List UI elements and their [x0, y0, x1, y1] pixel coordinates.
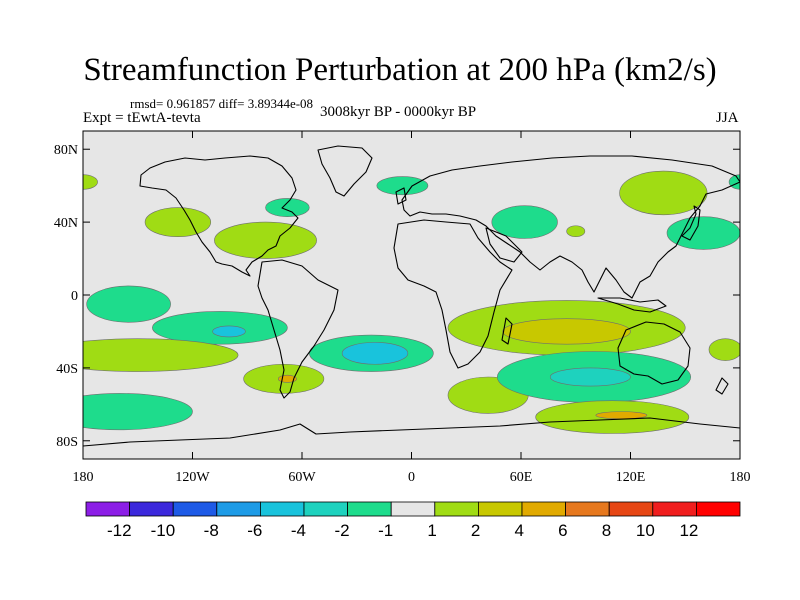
coastline-africa	[393, 219, 513, 369]
colorbar-label: 6	[558, 521, 567, 540]
x-tick-label: 60E	[510, 470, 533, 485]
colorbar-label: -6	[247, 521, 262, 540]
colorbar-swatch	[259, 501, 305, 517]
coastline-south-america	[257, 259, 339, 399]
colorbar-swatch	[85, 501, 130, 517]
colorbar-swatch	[172, 501, 218, 517]
x-tick-label: 180	[73, 470, 94, 485]
anomaly-region-7	[619, 170, 708, 216]
colorbar-swatch	[390, 501, 436, 517]
colorbar-label: -12	[107, 521, 132, 540]
colorbar-swatch	[696, 501, 741, 517]
coastline-greenland	[317, 145, 373, 197]
x-tick-label: 120W	[175, 470, 210, 485]
season-label: JJA	[716, 110, 739, 126]
anomaly-region-12	[212, 325, 246, 338]
anomaly-region-26	[595, 411, 648, 420]
coastline-madagascar	[501, 317, 513, 345]
experiment-label: Expt = tEwtA-tevta	[83, 110, 201, 126]
x-axis: 180 120W 60W 0 60E 120E 180	[73, 131, 751, 485]
chart-title: Streamfunction Perturbation at 200 hPa (…	[83, 52, 717, 88]
x-tick-label: 180	[730, 470, 751, 485]
y-tick-label: 40S	[56, 362, 78, 377]
period-label: 3008kyr BP - 0000kyr BP	[320, 104, 477, 120]
anomaly-region-24	[708, 338, 740, 361]
stats-text: rmsd= 0.961857 diff= 3.89344e-08	[130, 96, 314, 111]
y-tick-label: 80N	[54, 143, 78, 158]
anomaly-region-23	[549, 367, 631, 387]
coastline-arabia	[485, 227, 523, 263]
colorbar-swatch	[303, 501, 348, 517]
colorbar-label: -2	[334, 521, 349, 540]
colorbar-label: -8	[204, 521, 219, 540]
coastline-layer	[83, 145, 740, 447]
anomaly-region-8	[666, 216, 740, 250]
x-tick-label: 0	[408, 470, 415, 485]
colorbar-label: -10	[151, 521, 176, 540]
coastline-north-america	[139, 155, 299, 277]
colorbar-swatch	[652, 501, 697, 517]
anomaly-region-14	[83, 393, 193, 431]
coastline-australia	[617, 321, 691, 385]
y-axis: 80N 40N 0 40S 80S	[54, 143, 740, 450]
anomaly-region-4	[376, 176, 429, 196]
colorbar-label: -1	[378, 521, 393, 540]
y-tick-label: 80S	[56, 435, 78, 450]
coastline-japan	[681, 205, 701, 241]
coastline-antarctica	[83, 417, 740, 447]
anomaly-region-5	[491, 205, 558, 239]
colorbar-label: 12	[679, 521, 698, 540]
colorbar-swatch	[434, 501, 479, 517]
colorbar-label: 10	[636, 521, 655, 540]
anomaly-region-21	[502, 318, 631, 345]
colorbar-swatch	[347, 501, 392, 517]
colorbar-label: 8	[602, 521, 611, 540]
x-tick-label: 60W	[288, 470, 316, 485]
anomaly-region-3	[265, 198, 310, 217]
anomaly-region-2	[214, 221, 317, 259]
colorbar-label: 4	[515, 521, 524, 540]
x-tick-label: 120E	[616, 470, 646, 485]
colorbar-swatch	[216, 501, 261, 517]
colorbar-swatch	[129, 501, 174, 517]
colorbar-swatch	[477, 501, 523, 517]
colorbar-label: 2	[471, 521, 480, 540]
coastline-new-zealand	[715, 377, 729, 395]
anomaly-region-10	[86, 285, 171, 323]
colorbar: -12 -10 -8 -6 -4 -2 -1 1 2 4 6 8 10 12	[85, 501, 741, 540]
anomaly-region-18	[341, 342, 409, 365]
y-tick-label: 0	[71, 289, 78, 304]
anomaly-layer	[83, 170, 740, 434]
anomaly-region-6	[566, 225, 586, 237]
colorbar-swatch	[565, 501, 610, 517]
y-tick-label: 40N	[54, 216, 78, 231]
colorbar-swatch	[521, 501, 566, 517]
coastline-indonesia	[597, 297, 667, 313]
colorbar-label: -4	[291, 521, 306, 540]
coastline-british-isles	[395, 187, 407, 205]
coastline-eurasia	[401, 155, 740, 299]
anomaly-region-13	[83, 338, 239, 372]
colorbar-swatch	[608, 501, 654, 517]
anomaly-region-1	[144, 207, 212, 237]
colorbar-label: 1	[427, 521, 436, 540]
